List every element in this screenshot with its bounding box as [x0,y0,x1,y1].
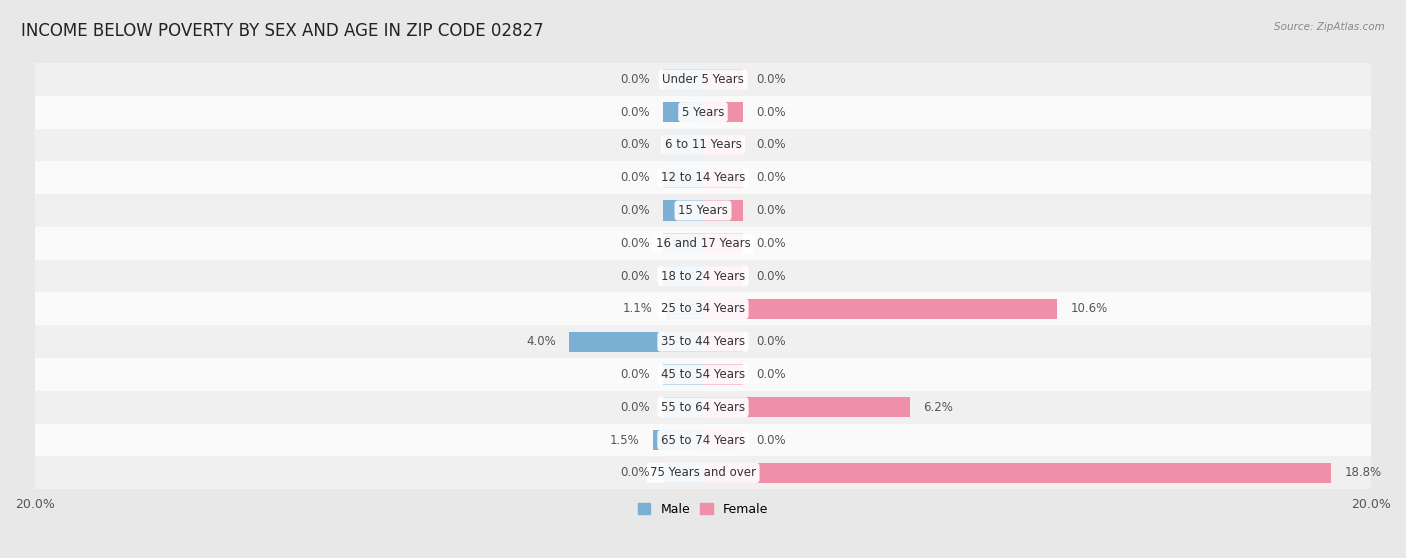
Bar [703,331,744,352]
Text: 0.0%: 0.0% [620,138,650,151]
Text: 0.0%: 0.0% [620,237,650,250]
Bar [652,430,703,450]
Text: 0.0%: 0.0% [756,237,786,250]
Text: 0.0%: 0.0% [756,73,786,86]
Bar [662,266,703,286]
Text: 0.0%: 0.0% [756,138,786,151]
Bar [35,391,1371,424]
Text: 65 to 74 Years: 65 to 74 Years [661,434,745,446]
Text: 0.0%: 0.0% [620,368,650,381]
Bar [703,69,744,89]
Text: 15 Years: 15 Years [678,204,728,217]
Bar [35,424,1371,456]
Bar [35,456,1371,489]
Bar [569,331,703,352]
Bar [35,358,1371,391]
Bar [703,167,744,188]
Text: Source: ZipAtlas.com: Source: ZipAtlas.com [1274,22,1385,32]
Bar [35,292,1371,325]
Bar [703,430,744,450]
Text: 35 to 44 Years: 35 to 44 Years [661,335,745,348]
Bar [662,463,703,483]
Text: INCOME BELOW POVERTY BY SEX AND AGE IN ZIP CODE 02827: INCOME BELOW POVERTY BY SEX AND AGE IN Z… [21,22,544,40]
Text: 5 Years: 5 Years [682,105,724,119]
Bar [35,161,1371,194]
Bar [662,102,703,122]
Bar [662,69,703,89]
Text: 25 to 34 Years: 25 to 34 Years [661,302,745,315]
Text: 4.0%: 4.0% [526,335,555,348]
Text: 0.0%: 0.0% [620,401,650,414]
Bar [35,325,1371,358]
Bar [703,134,744,155]
Text: Under 5 Years: Under 5 Years [662,73,744,86]
Text: 0.0%: 0.0% [756,335,786,348]
Bar [703,299,1057,319]
Bar [35,194,1371,227]
Bar [703,397,910,417]
Text: 0.0%: 0.0% [620,73,650,86]
Bar [703,233,744,253]
Text: 12 to 14 Years: 12 to 14 Years [661,171,745,184]
Text: 10.6%: 10.6% [1070,302,1108,315]
Text: 0.0%: 0.0% [756,270,786,282]
Bar [703,200,744,220]
Bar [662,233,703,253]
Text: 0.0%: 0.0% [756,434,786,446]
Text: 0.0%: 0.0% [620,204,650,217]
Bar [662,397,703,417]
Bar [35,96,1371,128]
Bar [662,364,703,384]
Text: 18 to 24 Years: 18 to 24 Years [661,270,745,282]
Text: 0.0%: 0.0% [620,466,650,479]
Bar [662,134,703,155]
Text: 0.0%: 0.0% [756,105,786,119]
Bar [35,259,1371,292]
Text: 18.8%: 18.8% [1344,466,1382,479]
Bar [662,167,703,188]
Bar [703,102,744,122]
Text: 0.0%: 0.0% [620,171,650,184]
Bar [666,299,703,319]
Text: 55 to 64 Years: 55 to 64 Years [661,401,745,414]
Bar [703,364,744,384]
Text: 6 to 11 Years: 6 to 11 Years [665,138,741,151]
Text: 75 Years and over: 75 Years and over [650,466,756,479]
Bar [703,266,744,286]
Text: 1.5%: 1.5% [610,434,640,446]
Bar [703,463,1331,483]
Legend: Male, Female: Male, Female [633,498,773,521]
Text: 45 to 54 Years: 45 to 54 Years [661,368,745,381]
Text: 0.0%: 0.0% [620,270,650,282]
Bar [35,63,1371,96]
Text: 0.0%: 0.0% [620,105,650,119]
Text: 0.0%: 0.0% [756,171,786,184]
Bar [35,227,1371,259]
Text: 0.0%: 0.0% [756,368,786,381]
Text: 16 and 17 Years: 16 and 17 Years [655,237,751,250]
Bar [662,200,703,220]
Bar [35,128,1371,161]
Text: 0.0%: 0.0% [756,204,786,217]
Text: 1.1%: 1.1% [623,302,652,315]
Text: 6.2%: 6.2% [924,401,953,414]
